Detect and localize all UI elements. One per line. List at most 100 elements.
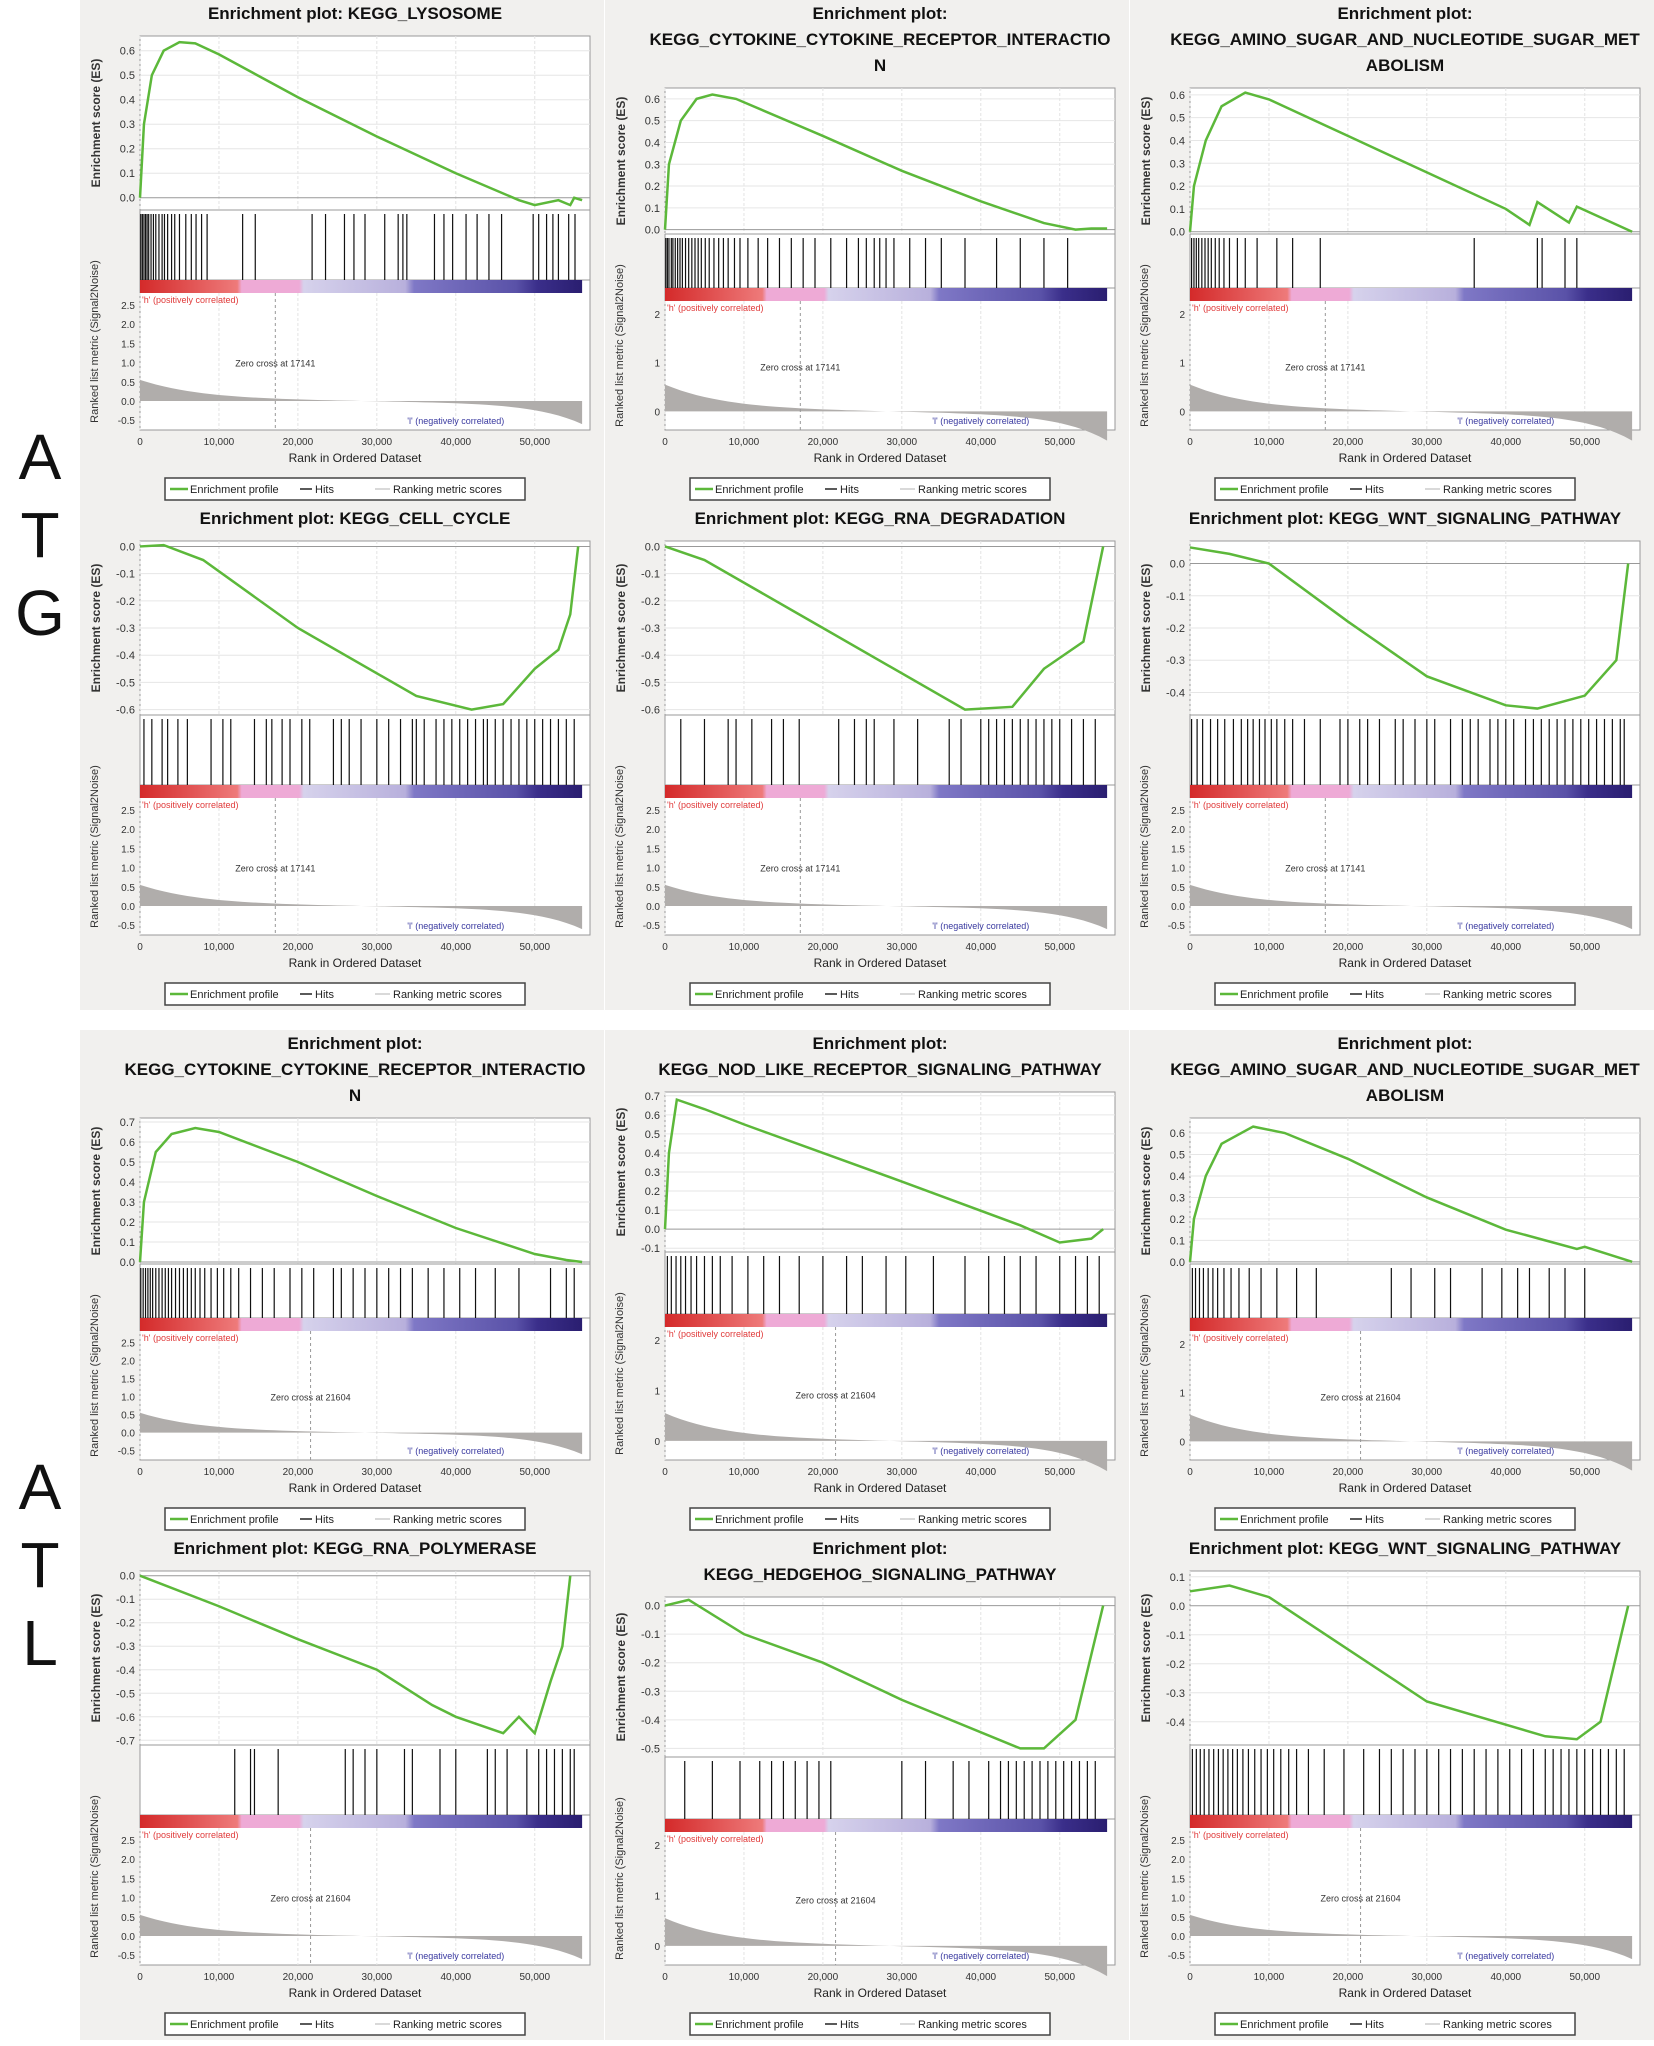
y-tick-label: 0.5 [120, 1157, 135, 1169]
metric-tick-label: 1 [1179, 1389, 1185, 1400]
x-tick-label: 10,000 [204, 1467, 235, 1478]
enrichment-plot: Enrichment plot: KEGG_RNA_DEGRADATION 0 10… [614, 509, 1116, 1006]
metric-tick-label: 1.0 [1171, 1894, 1185, 1905]
legend-label: Ranking metric scores [393, 484, 502, 496]
metric-tick-label: 1.5 [1171, 1874, 1185, 1885]
legend: Enrichment profile Hits Ranking metric sco… [164, 2012, 526, 2036]
x-axis-label: Rank in Ordered Dataset [1339, 1986, 1472, 2000]
x-axis-label: Rank in Ordered Dataset [1339, 1481, 1472, 1495]
metric-tick-label: 1.5 [121, 1874, 135, 1885]
metric-tick-label: 0.0 [121, 1932, 135, 1943]
enrichment-profile-line [1189, 1584, 1630, 1741]
y-tick-label: 0.0 [120, 1571, 135, 1583]
negative-correlated-label: 'l' (negatively correlated) [1457, 1446, 1554, 1456]
legend: Enrichment profile Hits Ranking metric sco… [689, 1507, 1051, 1531]
metric-tick-label: 2.0 [121, 1357, 135, 1368]
y-tick-label: -0.4 [1166, 1717, 1185, 1729]
x-tick-label: 50,000 [1044, 1972, 1075, 1983]
y-tick-label: 0.0 [645, 1601, 660, 1613]
legend-label: Enrichment profile [1240, 989, 1329, 1001]
y-tick-label: 0.0 [120, 193, 135, 205]
plot-title: KEGG_AMINO_SUGAR_AND_NUCLEOTIDE_SUGAR_ME… [1170, 1060, 1640, 1079]
y-tick-label: -0.1 [641, 1243, 660, 1255]
y-tick-label: 0.1 [645, 1205, 660, 1217]
y-tick-label: 0.3 [645, 159, 660, 171]
group-label-atl: A T L [0, 1450, 80, 1680]
enrichment-plot: Enrichment plot: KEGG_AMINO_SUGAR_AND_NUC… [1139, 4, 1641, 501]
y-tick-label: 0.6 [645, 1110, 660, 1122]
y-tick-label: 0.0 [1170, 227, 1185, 239]
positive-correlated-label: 'h' (positively correlated) [667, 1329, 763, 1339]
legend: Enrichment profile Hits Ranking metric sco… [164, 982, 526, 1006]
metric-tick-label: 0.5 [121, 1411, 135, 1422]
metric-axis-label: Ranked list metric (Signal2Noise) [614, 264, 626, 427]
plot-title: Enrichment plot: [1337, 4, 1472, 23]
x-tick-label: 40,000 [965, 437, 996, 448]
metric-tick-label: -0.5 [643, 921, 661, 932]
x-tick-label: 30,000 [887, 1467, 918, 1478]
y-tick-label: 0.2 [120, 1217, 135, 1229]
y-tick-label: -0.3 [641, 1686, 660, 1698]
x-tick-label: 0 [1187, 437, 1193, 448]
legend-label: Enrichment profile [715, 989, 804, 1001]
legend: Enrichment profile Hits Ranking metric sco… [689, 477, 1051, 501]
enrichment-profile-line [1188, 1125, 1633, 1264]
legend-label: Ranking metric scores [918, 484, 1027, 496]
positive-correlated-label: 'h' (positively correlated) [1192, 303, 1288, 313]
plot-title: Enrichment plot: KEGG_WNT_SIGNALING_PATH… [1189, 1539, 1622, 1558]
legend-label: Ranking metric scores [1443, 484, 1552, 496]
metric-tick-label: 0.0 [121, 1429, 135, 1440]
zero-cross-label: Zero cross at 17141 [235, 864, 315, 874]
plot-title: Enrichment plot: [1337, 1034, 1472, 1053]
enrichment-plot-panel: Enrichment plot: KEGG_AMINO_SUGAR_AND_NUC… [1130, 0, 1654, 505]
x-tick-label: 20,000 [808, 1972, 839, 1983]
x-tick-label: 50,000 [1044, 437, 1075, 448]
es-axis-label: Enrichment score (ES) [614, 97, 628, 226]
legend-label: Ranking metric scores [393, 1514, 502, 1526]
legend-label: Hits [315, 2019, 334, 2031]
metric-tick-label: 2 [1179, 1340, 1185, 1351]
y-tick-label: 0.3 [1170, 158, 1185, 170]
legend-label: Enrichment profile [715, 1514, 804, 1526]
ranked-color-bar [140, 1815, 583, 1828]
enrichment-plot: Enrichment plot: KEGG_WNT_SIGNALING_PATH… [1139, 509, 1641, 1006]
es-axis-label: Enrichment score (ES) [614, 1613, 628, 1742]
negative-correlated-label: 'l' (negatively correlated) [407, 1951, 504, 1961]
enrichment-plot-panel: Enrichment plot: KEGG_AMINO_SUGAR_AND_NUC… [1130, 1030, 1654, 1535]
x-tick-label: 0 [662, 1467, 668, 1478]
ranked-color-bar [665, 1819, 1108, 1832]
legend-box [1214, 1507, 1576, 1531]
ranking-metric-area [1190, 384, 1633, 441]
ranked-color-bar [140, 785, 583, 798]
enrichment-plot: Enrichment plot: KEGG_AMINO_SUGAR_AND_NUC… [1139, 1034, 1641, 1531]
x-tick-label: 20,000 [808, 1467, 839, 1478]
legend-label: Ranking metric scores [393, 2019, 502, 2031]
x-tick-label: 20,000 [283, 1972, 314, 1983]
y-tick-label: -0.1 [116, 569, 135, 581]
zero-cross-label: Zero cross at 21604 [271, 1393, 351, 1403]
enrichment-plot: Enrichment plot: KEGG_LYSOSOME 0 10,000 20,… [89, 4, 591, 501]
x-tick-label: 50,000 [1569, 1467, 1600, 1478]
negative-correlated-label: 'l' (negatively correlated) [407, 1446, 504, 1456]
x-tick-label: 10,000 [204, 1972, 235, 1983]
x-tick-label: 30,000 [1412, 437, 1443, 448]
x-tick-label: 20,000 [283, 1467, 314, 1478]
ranking-metric-area [665, 884, 1108, 930]
x-tick-label: 10,000 [729, 437, 760, 448]
legend-label: Hits [840, 989, 859, 1001]
metric-tick-label: 0.5 [121, 378, 135, 389]
enrichment-plot-panel: Enrichment plot: KEGG_WNT_SIGNALING_PATH… [1130, 505, 1654, 1010]
ranked-color-bar [140, 1318, 583, 1331]
metric-tick-label: 0.5 [121, 1913, 135, 1924]
x-tick-label: 10,000 [1254, 1972, 1285, 1983]
x-tick-label: 0 [137, 437, 143, 448]
enrichment-plot: Enrichment plot: KEGG_NOD_LIKE_RECEPTOR_S… [614, 1034, 1116, 1531]
enrichment-profile-line [663, 93, 1108, 231]
enrichment-plot-panel: Enrichment plot: KEGG_NOD_LIKE_RECEPTOR_S… [605, 1030, 1129, 1535]
y-tick-label: 0.2 [1170, 181, 1185, 193]
x-tick-label: 20,000 [1333, 437, 1364, 448]
x-tick-label: 0 [137, 1467, 143, 1478]
legend-label: Hits [840, 2019, 859, 2031]
legend-label: Ranking metric scores [1443, 2019, 1552, 2031]
ranked-color-bar [1190, 288, 1633, 301]
